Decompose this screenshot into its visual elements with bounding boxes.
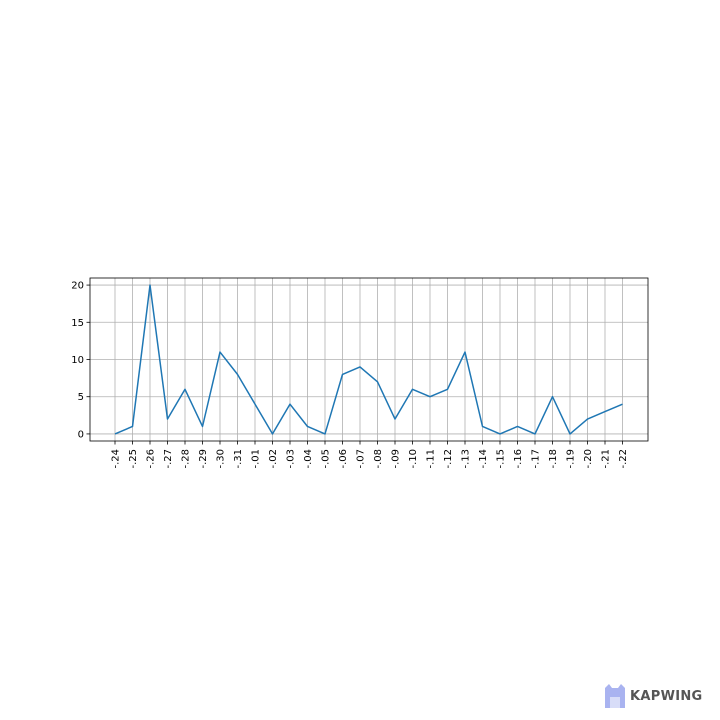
x-tick-label: -.02 (268, 449, 279, 469)
y-tick-label: 10 (71, 355, 84, 366)
x-tick-label: -.12 (443, 449, 454, 469)
x-tick-label: -.16 (513, 449, 524, 469)
x-tick-label: -.26 (146, 449, 157, 469)
y-tick-label: 5 (78, 392, 84, 403)
x-tick-label: -.27 (163, 449, 174, 469)
grid-lines (90, 278, 648, 441)
x-tick-label: -.28 (181, 449, 192, 469)
x-tick-label: -.31 (233, 449, 244, 469)
series-line (114, 284, 623, 435)
x-tick-label: -.10 (408, 449, 419, 469)
kapwing-logo-icon (605, 684, 625, 708)
x-tick-label: -.20 (583, 449, 594, 469)
y-axis: 0 5 10 15 20 (71, 281, 90, 440)
x-tick-label: -.05 (321, 449, 332, 469)
x-tick-label: -.01 (251, 449, 262, 469)
kapwing-watermark: KAPWING (604, 682, 714, 710)
x-tick-label: -.24 (111, 449, 122, 469)
x-axis: -.24 -.25 -.26 -.27 -.28 -.29 -.30 -.31 -.01 -.02… (111, 441, 629, 469)
x-tick-label: -.07 (356, 449, 367, 469)
x-tick-label: -.29 (198, 449, 209, 469)
series-group (114, 284, 623, 435)
x-tick-label: -.13 (461, 449, 472, 469)
x-tick-label: -.18 (548, 449, 559, 469)
x-tick-label: -.06 (338, 449, 349, 469)
y-tick-label: 0 (78, 429, 84, 440)
x-tick-label: -.25 (128, 449, 139, 469)
x-tick-label: -.21 (601, 449, 612, 469)
x-tick-label: -.17 (531, 449, 542, 469)
x-tick-label: -.04 (303, 449, 314, 469)
x-tick-label: -.03 (286, 449, 297, 469)
plot-frame (89, 277, 649, 442)
y-tick-label: 20 (71, 281, 84, 292)
watermark-text: KAPWING (630, 688, 703, 704)
x-tick-label: -.15 (496, 449, 507, 469)
x-tick-label: -.09 (391, 449, 402, 469)
x-tick-label: -.19 (566, 449, 577, 469)
x-tick-label: -.08 (373, 449, 384, 469)
x-tick-label: -.14 (478, 449, 489, 469)
y-tick-label: 15 (71, 318, 84, 329)
x-tick-label: -.30 (216, 449, 227, 469)
x-tick-label: -.11 (426, 449, 437, 469)
x-tick-label: -.22 (618, 449, 629, 469)
